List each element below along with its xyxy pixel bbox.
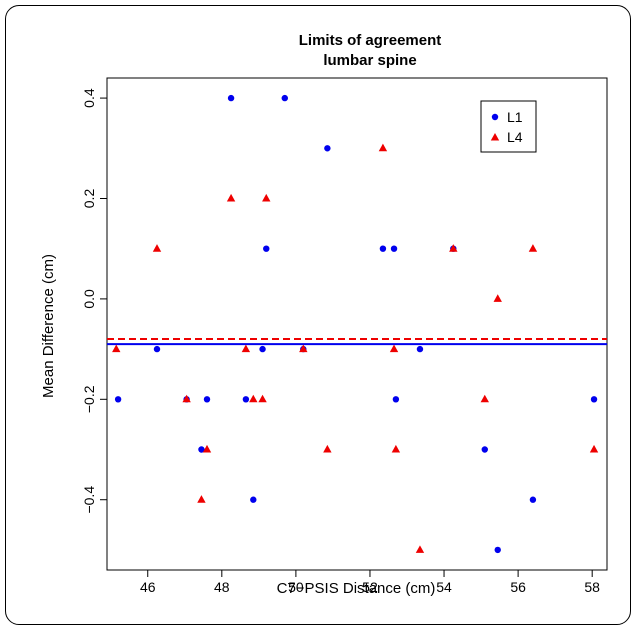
point-l4 [528,244,538,252]
point-l1 [250,496,257,503]
x-tick-label: 58 [584,579,600,595]
point-l4 [378,143,388,152]
point-l1 [153,345,161,353]
x-tick-label: 48 [214,579,230,595]
x-tick-label: 52 [362,579,378,595]
point-l4 [226,193,236,202]
point-l1 [390,245,398,252]
point-l4 [241,344,251,353]
point-l1 [324,145,331,152]
point-l1 [590,396,598,403]
point-l4 [112,344,121,353]
point-l1 [281,94,288,102]
point-l1 [416,345,424,353]
legend-l4-marker [490,133,500,141]
legend-l1-marker [491,113,499,121]
x-tick-label: 46 [140,579,156,595]
point-l1 [379,245,387,252]
y-axis-label: Mean Difference (cm) [40,254,57,398]
scatter-chart: Limits of agreement lumbar spine C7−PSIS… [40,32,608,597]
point-l4 [449,244,458,252]
point-l1 [494,546,501,554]
legend-l4-label: L4 [507,129,523,145]
point-l4 [323,444,332,453]
point-l4 [258,394,267,403]
point-l1 [227,94,235,102]
point-l1 [259,345,266,353]
point-l4 [480,394,489,403]
y-tick-label: −0.2 [81,385,97,413]
point-l1 [114,396,122,403]
x-tick-label: 56 [510,579,526,595]
point-l4 [262,193,271,202]
point-l4 [299,344,308,353]
y-tick-label: 0.4 [81,88,97,108]
point-l4 [589,444,599,453]
point-l1 [529,496,537,503]
point-l4 [389,344,399,353]
point-l4 [152,244,162,252]
point-l1 [203,396,211,403]
x-axis-label: C7−PSIS Distance (cm) [277,580,436,597]
chart-title-line-1: Limits of agreement [299,32,442,49]
legend-box [480,100,537,153]
y-tick-label: 0.0 [81,289,97,309]
point-l4 [197,495,206,503]
point-l4 [249,394,258,403]
point-l1 [392,396,400,403]
plot-area-border [106,77,608,571]
legend-l1-label: L1 [507,109,523,125]
point-l1 [263,245,270,252]
y-tick-label: −0.4 [81,486,97,514]
point-l4 [202,444,212,453]
point-l1 [481,446,488,453]
legend: L1 L4 [480,100,537,153]
y-tick-label: 0.2 [81,189,97,209]
point-l4 [415,545,425,553]
point-l4 [182,394,191,403]
point-l1 [242,396,250,403]
point-l1 [198,446,205,453]
chart-title-line-2: lumbar spine [323,52,416,69]
x-tick-label: 50 [288,579,304,595]
x-tick-label: 54 [436,579,452,595]
point-l4 [391,444,401,453]
point-l4 [493,294,502,302]
